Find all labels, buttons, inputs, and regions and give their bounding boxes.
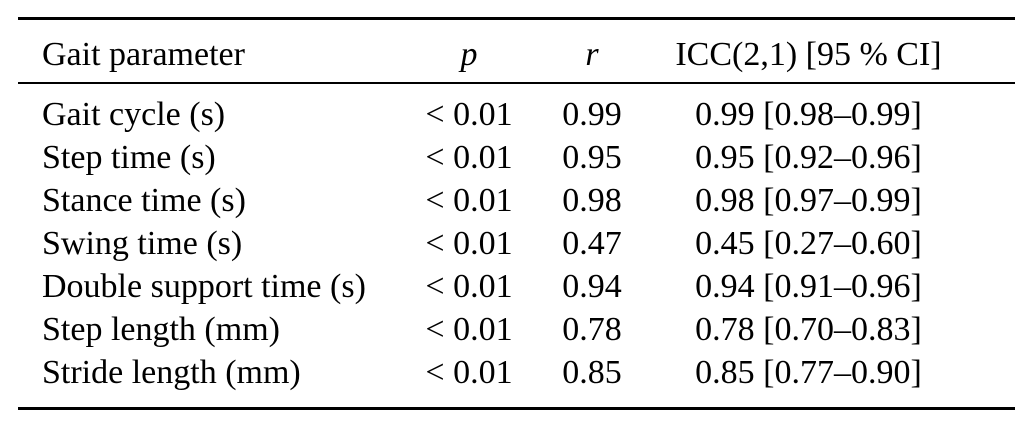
table-header: Gait parameter p r ICC(2,1) [95 % CI]: [18, 18, 1015, 84]
param-cell: Stance time (s): [42, 181, 246, 219]
header-row: Gait parameter p r ICC(2,1) [95 % CI]: [18, 18, 1015, 84]
icc-ci-cell: 0.45 [0.27–0.60]: [695, 224, 922, 262]
p-value-cell: < 0.01: [425, 267, 513, 305]
r-value-cell: 0.47: [562, 224, 622, 262]
table-row: Step time (s) < 0.01 0.95 0.95 [0.92–0.9…: [18, 136, 1015, 179]
r-value-cell: 0.95: [562, 138, 622, 176]
p-value-cell: < 0.01: [425, 95, 513, 133]
icc-ci-cell: 0.98 [0.97–0.99]: [695, 181, 922, 219]
param-cell: Gait cycle (s): [42, 95, 226, 133]
param-cell: Stride length (mm): [42, 353, 301, 391]
gait-parameters-table: Gait parameter p r ICC(2,1) [95 % CI] Ga…: [18, 17, 1015, 410]
icc-ci-cell: 0.99 [0.98–0.99]: [695, 95, 922, 133]
table-row: Swing time (s) < 0.01 0.47 0.45 [0.27–0.…: [18, 222, 1015, 265]
param-cell: Double support time (s): [42, 267, 366, 305]
table-body: Gait cycle (s) < 0.01 0.99 0.99 [0.98–0.…: [18, 83, 1015, 409]
r-value-cell: 0.85: [562, 353, 622, 391]
table-row: Stride length (mm) < 0.01 0.85 0.85 [0.7…: [18, 351, 1015, 409]
p-value-cell: < 0.01: [425, 353, 513, 391]
header-icc-ci: ICC(2,1) [95 % CI]: [638, 18, 1015, 84]
icc-ci-cell: 0.95 [0.92–0.96]: [695, 138, 922, 176]
icc-ci-cell: 0.78 [0.70–0.83]: [695, 310, 922, 348]
param-cell: Step time (s): [42, 138, 216, 176]
icc-ci-cell: 0.94 [0.91–0.96]: [695, 267, 922, 305]
table-row: Step length (mm) < 0.01 0.78 0.78 [0.70–…: [18, 308, 1015, 351]
r-value-cell: 0.94: [562, 267, 622, 305]
param-cell: Swing time (s): [42, 224, 243, 262]
param-cell: Step length (mm): [42, 310, 280, 348]
header-p-value: p: [392, 18, 546, 84]
r-value-cell: 0.78: [562, 310, 622, 348]
p-value-cell: < 0.01: [425, 310, 513, 348]
r-value-cell: 0.99: [562, 95, 622, 133]
icc-ci-cell: 0.85 [0.77–0.90]: [695, 353, 922, 391]
p-value-cell: < 0.01: [425, 181, 513, 219]
table-row: Gait cycle (s) < 0.01 0.99 0.99 [0.98–0.…: [18, 83, 1015, 136]
page-background: Gait parameter p r ICC(2,1) [95 % CI] Ga…: [0, 17, 1033, 445]
p-value-cell: < 0.01: [425, 224, 513, 262]
header-gait-parameter: Gait parameter: [18, 18, 392, 84]
r-value-cell: 0.98: [562, 181, 622, 219]
table-row: Double support time (s) < 0.01 0.94 0.94…: [18, 265, 1015, 308]
p-value-cell: < 0.01: [425, 138, 513, 176]
table-row: Stance time (s) < 0.01 0.98 0.98 [0.97–0…: [18, 179, 1015, 222]
header-r-value: r: [546, 18, 638, 84]
